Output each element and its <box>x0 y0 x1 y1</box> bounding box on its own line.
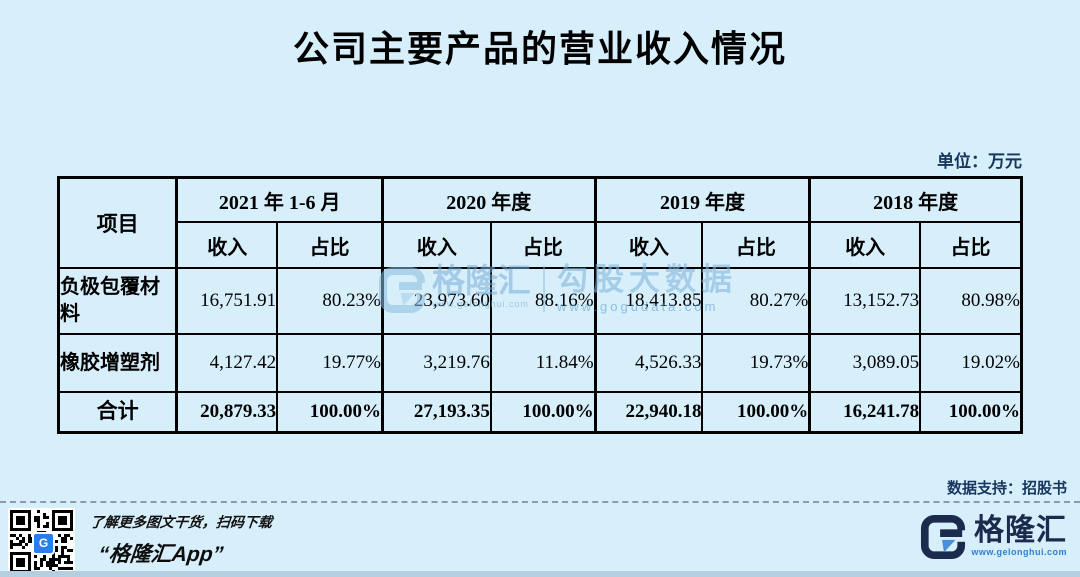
total-2018-share: 100.00% <box>919 391 1023 434</box>
cell-2019-income: 4,526.33 <box>593 333 704 393</box>
cell-2020-income: 3,219.76 <box>380 333 492 393</box>
header-period-2021: 2021 年 1-6 月 <box>175 176 384 223</box>
qr-code: G <box>8 508 75 575</box>
header-period-2018: 2018 年度 <box>808 176 1023 223</box>
cell-2018-share: 80.98% <box>919 267 1023 335</box>
unit-note: 单位：万元 <box>937 152 1022 171</box>
bottom-strip <box>0 571 1080 577</box>
total-2021-income: 20,879.33 <box>175 391 279 434</box>
header-period-2020: 2020 年度 <box>380 176 597 223</box>
total-2018-income: 16,241.78 <box>808 391 922 434</box>
cell-2019-share: 19.73% <box>701 333 811 393</box>
row-label: 橡胶增塑剂 <box>57 333 178 393</box>
revenue-table-container: 项目 2021 年 1-6 月 2020 年度 2019 年度 2018 年度 … <box>57 176 1023 434</box>
revenue-table: 项目 2021 年 1-6 月 2020 年度 2019 年度 2018 年度 … <box>57 176 1023 434</box>
footer-brand-url: www.gelonghui.com <box>971 547 1067 557</box>
header-share-2019: 占比 <box>701 221 811 269</box>
header-share-2018: 占比 <box>919 221 1023 269</box>
header-income-2018: 收入 <box>808 221 922 269</box>
total-2020-share: 100.00% <box>489 391 597 434</box>
header-income-2019: 收入 <box>593 221 704 269</box>
total-2019-income: 22,940.18 <box>593 391 704 434</box>
table-row-total: 合计 20,879.33 100.00% 27,193.35 100.00% 2… <box>57 391 1023 434</box>
qr-center-logo-icon: G <box>32 532 55 555</box>
footer-brand: 格隆汇 www.gelonghui.com <box>920 514 1067 560</box>
cell-2020-share: 88.16% <box>489 267 597 335</box>
cell-2018-income: 13,152.73 <box>808 267 922 335</box>
table-row-anode-coating: 负极包覆材料 16,751.91 80.23% 23,973.60 88.16%… <box>57 267 1023 335</box>
footer-brand-name: 格隆汇 <box>974 514 1067 547</box>
table-header-row-subs: 收入 占比 收入 占比 收入 占比 收入 占比 <box>59 221 1023 269</box>
qr-caption-line2: “格隆汇App” <box>97 543 225 566</box>
header-share-2021: 占比 <box>276 221 384 269</box>
table-header-row-periods: 项目 2021 年 1-6 月 2020 年度 2019 年度 2018 年度 <box>57 176 1023 269</box>
cell-2019-share: 80.27% <box>701 267 811 335</box>
cell-2019-income: 18,413.85 <box>593 267 704 335</box>
cell-2018-share: 19.02% <box>919 333 1023 393</box>
qr-caption-line1: 了解更多图文干货，扫码下载 <box>89 514 273 530</box>
source-note: 数据支持：招股书 <box>946 480 1067 497</box>
cell-2020-share: 11.84% <box>489 333 597 393</box>
cell-2021-income: 16,751.91 <box>175 267 279 335</box>
dashed-divider <box>0 501 1080 503</box>
total-2019-share: 100.00% <box>701 391 811 434</box>
header-item: 项目 <box>57 176 178 269</box>
header-income-2021: 收入 <box>175 221 279 269</box>
gelonghui-logo-icon <box>921 514 967 560</box>
row-label: 负极包覆材料 <box>57 267 178 335</box>
header-share-2020: 占比 <box>489 221 597 269</box>
total-label: 合计 <box>57 391 178 434</box>
cell-2021-income: 4,127.42 <box>175 333 279 393</box>
cell-2020-income: 23,973.60 <box>380 267 492 335</box>
cell-2018-income: 3,089.05 <box>808 333 922 393</box>
cell-2021-share: 80.23% <box>276 267 384 335</box>
total-2020-income: 27,193.35 <box>380 391 492 434</box>
header-period-2019: 2019 年度 <box>593 176 811 223</box>
page-title: 公司主要产品的营业收入情况 <box>292 28 787 69</box>
total-2021-share: 100.00% <box>276 391 384 434</box>
cell-2021-share: 19.77% <box>276 333 384 393</box>
header-income-2020: 收入 <box>380 221 492 269</box>
table-row-rubber-plasticizer: 橡胶增塑剂 4,127.42 19.77% 3,219.76 11.84% 4,… <box>57 333 1023 393</box>
